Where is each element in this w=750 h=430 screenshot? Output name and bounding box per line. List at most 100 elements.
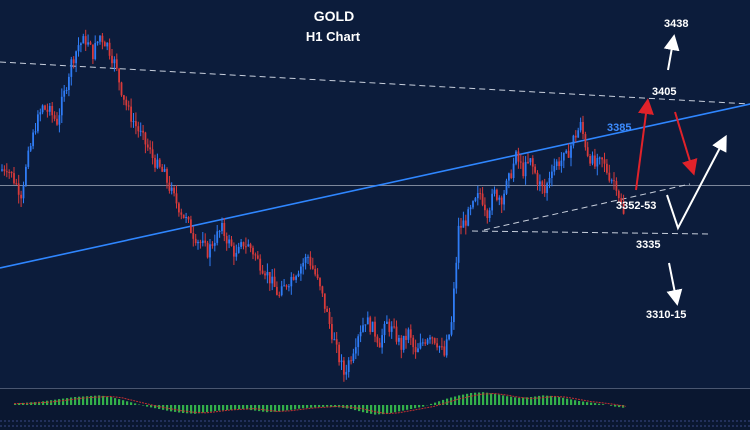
bull-candle	[80, 43, 82, 46]
bear-candle	[613, 180, 615, 182]
bear-candle	[44, 105, 46, 110]
macd-bar	[130, 402, 133, 405]
bear-candle	[388, 321, 391, 332]
bull-candle	[32, 132, 34, 147]
bull-candle	[417, 348, 419, 352]
macd-bar	[262, 405, 265, 412]
bull-candle	[170, 187, 173, 191]
macd-bar	[282, 405, 285, 411]
bear-candle	[89, 42, 92, 45]
macd-bar	[74, 397, 77, 405]
bull-candle	[216, 231, 219, 243]
bear-candle	[56, 118, 58, 125]
macd-bar	[474, 392, 477, 405]
bear-candle	[225, 236, 228, 244]
bear-candle	[321, 286, 324, 294]
bear-candle	[309, 256, 312, 266]
bear-candle	[350, 360, 352, 362]
bull-candle	[503, 193, 505, 205]
bear-candle	[567, 150, 570, 158]
bear-candle	[574, 135, 577, 138]
bull-candle	[288, 286, 290, 288]
macd-bar	[386, 405, 389, 414]
bull-candle	[185, 217, 187, 218]
bear-candle	[484, 204, 486, 211]
bull-candle	[438, 346, 441, 348]
bear-candle	[175, 193, 178, 204]
macd-bar	[50, 400, 53, 405]
macd-bar	[254, 405, 257, 411]
bull-candle	[139, 130, 142, 132]
bull-candle	[63, 90, 66, 97]
bear-candle	[589, 156, 591, 164]
bull-candle	[565, 150, 568, 153]
bull-candle	[364, 324, 367, 326]
macd-bar	[482, 392, 485, 405]
bull-candle	[34, 131, 37, 133]
bear-candle	[601, 157, 603, 160]
macd-bar	[106, 396, 109, 405]
macd-bar	[34, 402, 37, 405]
bear-candle	[144, 132, 147, 145]
bear-candle	[3, 169, 6, 172]
bull-candle	[407, 329, 410, 340]
macd-bar	[222, 405, 225, 411]
bear-candle	[166, 169, 168, 183]
macd-bar	[142, 405, 145, 406]
macd-bar	[418, 405, 421, 408]
bear-candle	[531, 158, 534, 167]
macd-bar	[578, 401, 581, 405]
macd-bar	[538, 395, 541, 405]
bear-candle	[111, 55, 113, 64]
macd-bar	[490, 393, 493, 405]
bull-candle	[41, 105, 44, 113]
level-3385-label: 3385	[607, 122, 631, 134]
bull-candle	[283, 285, 285, 287]
macd-bar	[522, 397, 525, 405]
bull-candle	[209, 244, 211, 258]
macd-bar	[198, 405, 201, 414]
bear-candle	[53, 115, 56, 119]
macd-bar	[394, 405, 397, 413]
bull-candle	[426, 339, 429, 344]
bear-candle	[168, 182, 171, 191]
macd-bar	[46, 400, 49, 405]
bear-candle	[259, 258, 262, 271]
bull-candle	[548, 178, 551, 184]
macd-bar	[326, 405, 329, 407]
macd-bar	[278, 405, 281, 412]
bull-candle	[551, 171, 553, 178]
bull-candle	[577, 130, 580, 138]
bear-candle	[211, 244, 214, 246]
bear-candle	[13, 173, 15, 184]
macd-bar	[574, 400, 577, 405]
bear-candle	[441, 346, 443, 348]
macd-bar	[598, 403, 601, 405]
bear-candle	[335, 339, 338, 345]
bear-candle	[194, 238, 197, 244]
macd-bar	[398, 405, 401, 412]
bear-candle	[584, 134, 587, 148]
level-3405-label: 3405	[652, 86, 676, 98]
bear-candle	[517, 151, 520, 162]
macd-bar	[582, 401, 585, 405]
bear-candle	[199, 241, 202, 243]
bear-candle	[543, 186, 546, 194]
bull-candle	[39, 112, 42, 115]
macd-bar	[78, 396, 81, 405]
bull-candle	[266, 272, 269, 276]
bear-candle	[500, 197, 503, 205]
macd-bar	[154, 405, 157, 409]
macd-bar	[586, 402, 589, 405]
bull-candle	[347, 360, 350, 372]
macd-bar	[290, 405, 293, 410]
macd-bar	[158, 405, 161, 409]
macd-bar	[246, 405, 249, 410]
bull-candle	[491, 193, 493, 211]
bull-candle	[271, 276, 274, 284]
bull-candle	[65, 90, 68, 91]
bull-candle	[450, 322, 453, 335]
bull-candle	[295, 276, 297, 280]
bull-candle	[357, 336, 360, 348]
macd-bar	[446, 398, 449, 405]
